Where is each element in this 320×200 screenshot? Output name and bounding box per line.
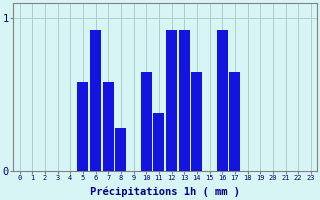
Bar bbox=[166, 30, 177, 171]
Bar bbox=[116, 128, 126, 171]
X-axis label: Précipitations 1h ( mm ): Précipitations 1h ( mm ) bbox=[90, 187, 240, 197]
Bar bbox=[141, 72, 152, 171]
Bar bbox=[179, 30, 189, 171]
Bar bbox=[229, 72, 240, 171]
Bar bbox=[77, 82, 88, 171]
Bar bbox=[154, 113, 164, 171]
Bar bbox=[103, 82, 114, 171]
Bar bbox=[191, 72, 202, 171]
Bar bbox=[217, 30, 228, 171]
Bar bbox=[90, 30, 101, 171]
